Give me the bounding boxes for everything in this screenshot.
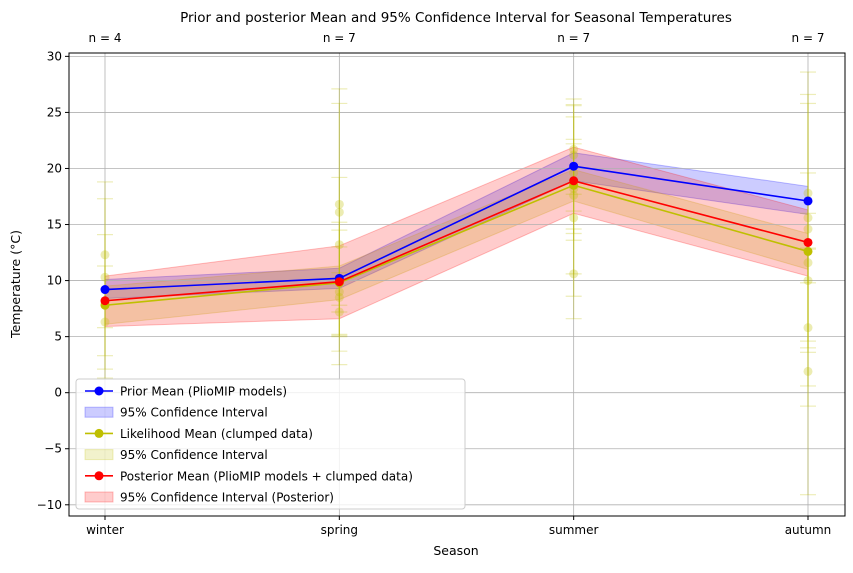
sample-point — [334, 240, 344, 250]
x-axis: winter spring summer autumn — [86, 516, 831, 537]
likelihood-legend-marker — [94, 428, 104, 438]
mean-lines — [100, 161, 813, 310]
posterior-legend-marker — [94, 471, 104, 481]
x-tick-label: summer — [549, 523, 599, 537]
sample-point — [334, 199, 344, 209]
legend-label: 95% Confidence Interval — [120, 448, 268, 462]
y-tick-label: 5 — [54, 330, 62, 344]
plot-frame — [68, 52, 846, 517]
posterior-mean-point — [569, 176, 579, 186]
x-tick-label: autumn — [785, 523, 832, 537]
legend: Prior Mean (PlioMIP models) 95% Confidenc… — [75, 378, 466, 510]
sample-point — [569, 150, 579, 160]
sample-point — [803, 276, 813, 286]
sample-point — [334, 307, 344, 317]
chart-title: Prior and posterior Mean and 95% Confide… — [180, 10, 732, 26]
sample-point — [569, 269, 579, 279]
sample-point — [569, 144, 579, 154]
sample-point — [100, 317, 110, 327]
y-axis-label: Temperature (°C) — [8, 230, 23, 339]
sample-point — [334, 287, 344, 297]
sample-point — [803, 213, 813, 223]
legend-label: 95% Confidence Interval — [120, 406, 268, 420]
y-tick-label: 30 — [47, 49, 62, 63]
posterior-legend-patch — [84, 491, 114, 503]
sample-point — [803, 224, 813, 234]
sample-counts: n = 4 n = 7 n = 7 n = 7 — [89, 31, 825, 45]
sample-count-label: n = 4 — [89, 31, 122, 45]
y-tick-label: 10 — [47, 274, 62, 288]
sample-points — [97, 71, 816, 496]
x-tick-label: spring — [321, 523, 358, 537]
y-tick-label: 0 — [54, 386, 62, 400]
sample-point — [569, 213, 579, 223]
posterior-mean-point — [334, 277, 344, 287]
posterior-mean-point — [100, 296, 110, 306]
sample-point — [334, 292, 344, 302]
y-tick-label: −10 — [37, 498, 62, 512]
prior-mean-line — [104, 165, 809, 291]
prior-mean-point — [569, 161, 579, 171]
likelihood-legend-patch — [84, 449, 114, 461]
sample-point — [334, 207, 344, 217]
sample-point — [803, 258, 813, 268]
sample-point — [100, 272, 110, 282]
x-axis-label: Season — [433, 543, 478, 558]
y-tick-label: −5 — [44, 442, 62, 456]
x-tick-label: winter — [86, 523, 124, 537]
prior-legend-marker — [94, 386, 104, 396]
posterior-mean-line — [104, 179, 809, 302]
sample-count-label: n = 7 — [557, 31, 590, 45]
likelihood-mean-point — [803, 246, 813, 256]
y-tick-label: 20 — [47, 161, 62, 175]
legend-label: Prior Mean (PlioMIP models) — [120, 385, 287, 399]
legend-label: Likelihood Mean (clumped data) — [120, 427, 313, 441]
y-axis: −10 −5 0 5 10 15 20 25 30 — [37, 49, 69, 512]
sample-point — [100, 250, 110, 260]
confidence-bands — [104, 146, 809, 328]
sample-point — [803, 188, 813, 198]
sample-point — [569, 168, 579, 178]
y-tick-label: 25 — [47, 105, 62, 119]
legend-label: 95% Confidence Interval (Posterior) — [120, 491, 334, 505]
prior-mean-point — [803, 196, 813, 206]
sample-count-label: n = 7 — [323, 31, 356, 45]
y-tick-label: 15 — [47, 218, 62, 232]
legend-label: Posterior Mean (PlioMIP models + clumped… — [120, 469, 413, 483]
sample-point — [803, 366, 813, 376]
prior-mean-point — [100, 285, 110, 295]
sample-point — [803, 323, 813, 333]
prior-legend-patch — [84, 406, 114, 418]
posterior-mean-point — [803, 237, 813, 247]
sample-count-label: n = 7 — [792, 31, 825, 45]
sample-point — [569, 190, 579, 200]
likelihood-mean-line — [104, 184, 809, 307]
legend-box — [75, 378, 466, 510]
